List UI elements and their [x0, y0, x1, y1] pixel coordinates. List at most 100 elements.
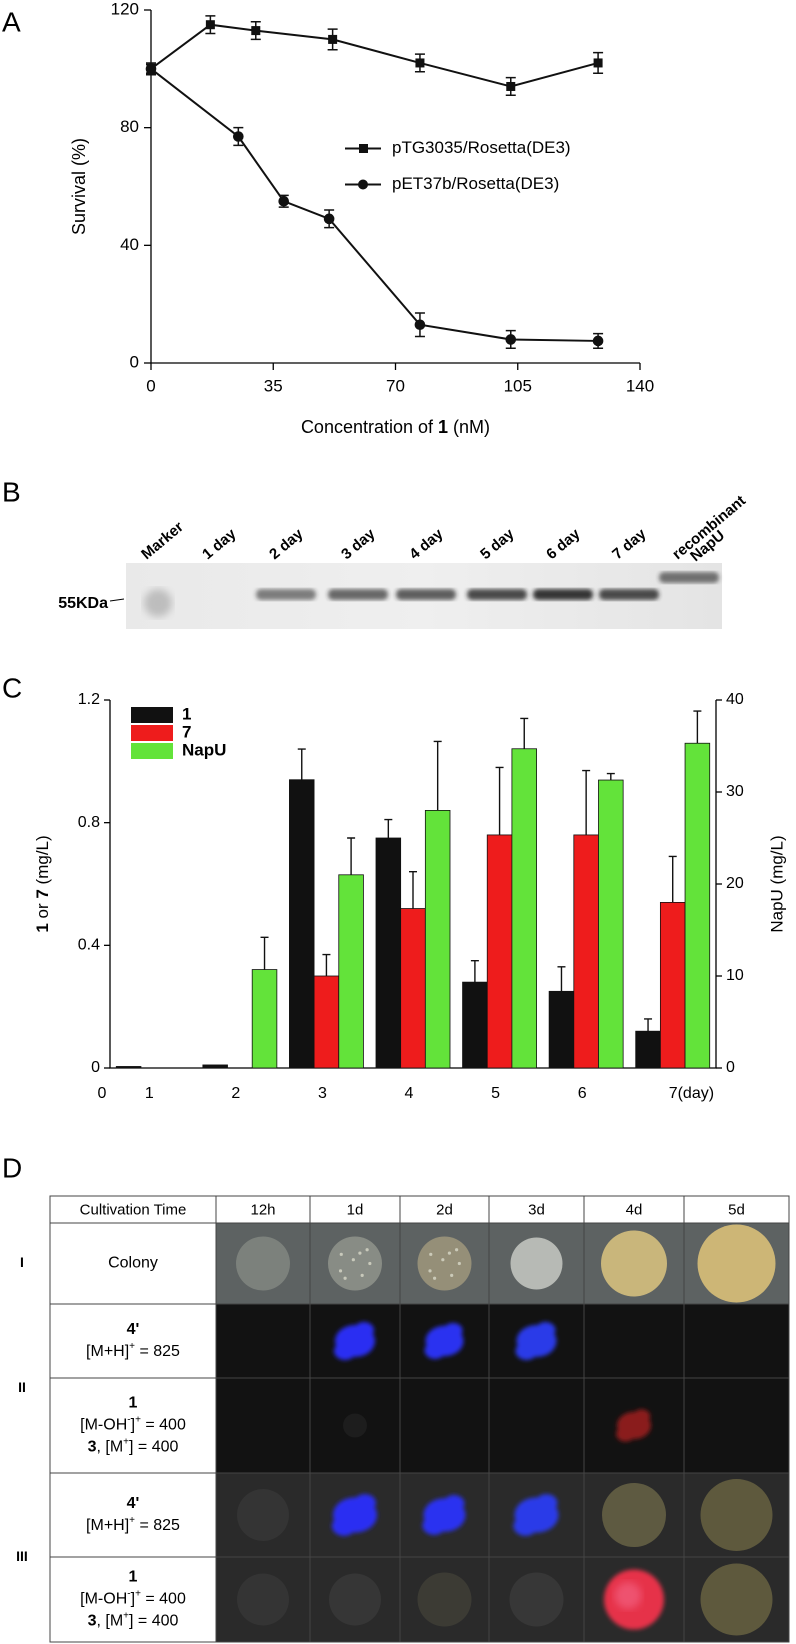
bar [289, 779, 315, 1069]
text-segment: (nM) [448, 417, 490, 437]
data-point [505, 334, 517, 345]
x-tick-label: 1 [145, 1085, 154, 1102]
colony-speck [428, 1269, 432, 1273]
spot-part [354, 1322, 374, 1338]
colony-spot [237, 1489, 289, 1541]
error-bar [644, 1018, 653, 1032]
colony-spot [343, 1413, 367, 1438]
lane-label: 3 day [338, 525, 379, 563]
bar [338, 874, 364, 1069]
text-segment: + [135, 1589, 141, 1600]
y2-tick-label: 10 [726, 967, 744, 984]
data-point [323, 213, 335, 225]
fluorescence-spot [515, 1322, 557, 1360]
colony-spot [510, 1237, 563, 1290]
text-segment: [M-OH [80, 1591, 127, 1608]
bar [424, 810, 451, 1069]
error-bar [322, 953, 331, 976]
size-marker-label: 55KDa [58, 595, 108, 612]
text-segment: 1 [129, 1395, 138, 1412]
y2-tick-label: 30 [726, 783, 744, 800]
bar [115, 1066, 142, 1069]
row-label-line: [M+H]+ = 825 [86, 1515, 180, 1534]
gel-smear [144, 589, 172, 617]
text-segment: 1 [33, 923, 52, 932]
spot-part [331, 1516, 357, 1536]
text-segment: 4' [127, 1321, 140, 1338]
spot-part [334, 1342, 356, 1360]
lane-label: 4 day [406, 525, 447, 563]
colony-speck [429, 1252, 433, 1256]
bar [548, 990, 575, 1069]
legend-label: pTG3035/Rosetta(DE3) [392, 138, 571, 157]
colony-speck [455, 1248, 459, 1252]
spot-part [443, 1322, 463, 1339]
legend-swatch [131, 707, 173, 723]
header-text: 3d [528, 1201, 545, 1218]
lane-label: 1 day [199, 525, 240, 563]
x-tick-label: 0 [146, 376, 155, 395]
error-bar [520, 717, 529, 749]
bar [486, 834, 513, 1069]
series-line [150, 68, 599, 342]
text-segment: ] [131, 1417, 135, 1434]
data-point [328, 34, 338, 44]
x-tick-label: 4 [405, 1085, 414, 1102]
text-segment: = 825 [135, 1517, 180, 1534]
x-tick-label: 5 [491, 1085, 500, 1102]
bar [573, 834, 599, 1069]
bar [635, 1030, 661, 1069]
row-label-line: Colony [108, 1255, 158, 1272]
text-segment: , [M [97, 1613, 124, 1630]
text-segment: [M+H] [86, 1517, 129, 1534]
panel-label: C [2, 672, 22, 703]
header-cell [309, 1195, 401, 1224]
error-bar [606, 772, 615, 781]
lane-label: 2 day [266, 525, 307, 563]
y2-tick-label: 40 [726, 691, 744, 708]
text-segment: + [123, 1611, 129, 1622]
spot-part [633, 1409, 651, 1423]
row-label-line: 3, [M+] = 400 [88, 1611, 179, 1630]
bar [313, 975, 340, 1069]
image-cell [399, 1377, 490, 1474]
bar [684, 742, 711, 1069]
colony-spot [328, 1236, 382, 1291]
colony-spot [700, 1479, 773, 1551]
error-bar [433, 740, 442, 811]
row-label-line: 1 [129, 1395, 138, 1412]
colony-speck [338, 1269, 343, 1273]
spot-part [443, 1495, 465, 1512]
colony-speck [365, 1248, 369, 1252]
fluorescence-spot [424, 1322, 464, 1360]
colony-spot [509, 1572, 564, 1627]
legend-marker [359, 144, 368, 153]
text-segment: 1 [438, 417, 448, 437]
text-segment: + [135, 1415, 141, 1426]
header-cell [683, 1195, 790, 1224]
text-segment: = 400 [141, 1417, 186, 1434]
data-point [415, 58, 425, 68]
bar [375, 837, 402, 1069]
colony-spot [697, 1224, 776, 1303]
colony-speck [351, 1258, 355, 1262]
data-point [145, 63, 157, 75]
error-bar [557, 966, 566, 992]
panel-label: A [2, 6, 21, 37]
x-tick-label: 7(day) [669, 1085, 714, 1102]
y-tick-label: 1.2 [78, 691, 100, 708]
x-tick-label: 70 [386, 376, 405, 395]
data-point [414, 319, 426, 331]
fluorescence-spot [513, 1494, 559, 1536]
spot-part [535, 1322, 556, 1338]
y-tick-label: 120 [111, 0, 139, 18]
header-text: 1d [347, 1201, 364, 1218]
colony-spot [601, 1230, 667, 1297]
colony-speck [447, 1251, 452, 1255]
spot-part [515, 1342, 538, 1360]
error-bar [470, 959, 479, 983]
image-cell [488, 1556, 585, 1643]
text-segment: ] [131, 1591, 135, 1608]
text-segment: ] = 400 [129, 1439, 178, 1456]
data-point [205, 20, 215, 30]
